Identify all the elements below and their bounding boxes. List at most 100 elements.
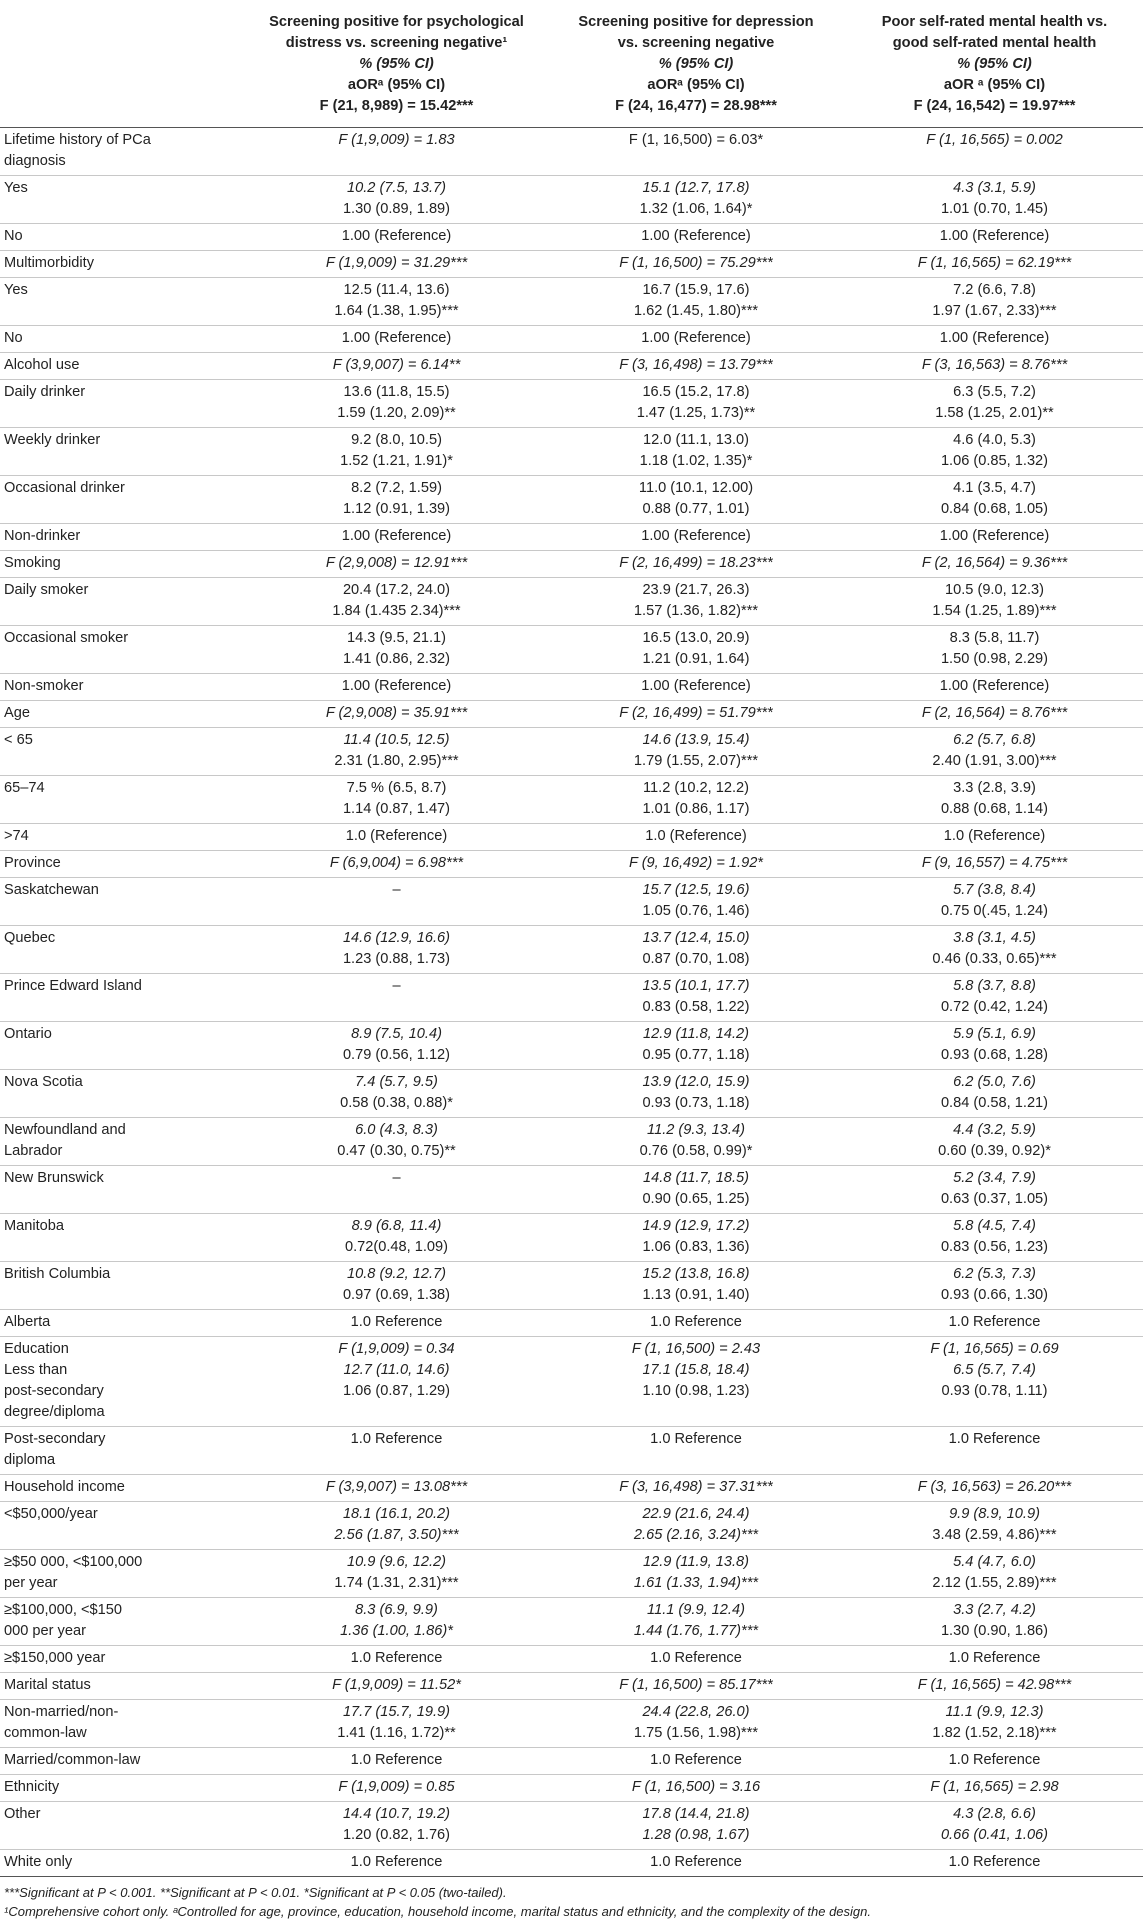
table-cell: 1.0 Reference (846, 1747, 1143, 1775)
table-cell: 16.7 (15.9, 17.6) 1.62 (1.45, 1.80)*** (546, 277, 846, 326)
row-label-line: Weekly drinker (4, 432, 101, 448)
table-cell: 14.4 (10.7, 19.2) 1.20 (0.82, 1.76) (247, 1801, 546, 1850)
row-label-line: diagnosis (4, 153, 66, 169)
table-cell: 24.4 (22.8, 26.0) 1.75 (1.56, 1.98)*** (546, 1699, 846, 1748)
table-cell: 11.1 (9.9, 12.4) 1.44 (1.76, 1.77)*** (546, 1597, 846, 1646)
cell-value: 1.06 (0.87, 1.29) (342, 1383, 451, 1399)
cell-value: F (9, 16,557) = 4.75*** (921, 855, 1068, 871)
cell-value: 2.40 (1.91, 3.00)*** (932, 753, 1057, 769)
cell-value: 1.0 Reference (948, 1431, 1041, 1447)
table-cell: F (2, 16,499) = 51.79*** (546, 700, 846, 728)
table-cell: 10.8 (9.2, 12.7) 0.97 (0.69, 1.38) (247, 1261, 546, 1310)
table-row: Alberta 1.0 Reference 1.0 Reference 1.0 Ref… (0, 1309, 1143, 1337)
row-label-line: Manitoba (4, 1218, 65, 1234)
results-table: Screening positive for psychological dis… (0, 12, 1143, 1877)
cell-value: 2.65 (2.16, 3.24)*** (633, 1527, 759, 1543)
cell-value: 5.4 (4.7, 6.0) (953, 1554, 1036, 1570)
cell-value: 6.3 (5.5, 7.2) (953, 384, 1036, 400)
table-cell: 5.4 (4.7, 6.0) 2.12 (1.55, 2.89)*** (846, 1549, 1143, 1598)
cell-value: 13.7 (12.4, 15.0) (642, 930, 750, 946)
cell-value: 16.7 (15.9, 17.6) (642, 282, 750, 298)
table-cell: F (1, 16,500) = 6.03* (546, 127, 846, 176)
table-row: Age F (2,9,008) = 35.91*** F (2, 16,499) =… (0, 700, 1143, 728)
table-cell: 1.0 (Reference) (546, 823, 846, 851)
cell-value: 1.0 Reference (350, 1854, 443, 1870)
cell-value: 1.28 (0.98, 1.67) (642, 1827, 750, 1843)
table-cell: 1.00 (Reference) (546, 673, 846, 701)
cell-value: 11.1 (9.9, 12.3) (945, 1704, 1044, 1720)
cell-value: 1.00 (Reference) (641, 528, 751, 544)
cell-value: 1.00 (Reference) (341, 228, 452, 244)
cell-value: F (1,9,009) = 31.29*** (325, 255, 468, 271)
cell-value: 0.84 (0.68, 1.05) (940, 501, 1049, 517)
cell-value: F (1,9,009) = 0.85 (338, 1779, 455, 1795)
table-cell: 8.3 (6.9, 9.9) 1.36 (1.00, 1.86)* (247, 1597, 546, 1646)
cell-value: 6.0 (4.3, 8.3) (355, 1122, 438, 1138)
cell-value: F (2,9,008) = 35.91*** (325, 705, 468, 721)
cell-value: 1.0 Reference (650, 1752, 742, 1768)
cell-value: 1.41 (1.16, 1.72)** (337, 1725, 456, 1741)
table-cell: 1.0 Reference (546, 1645, 846, 1673)
table-cell: 16.5 (15.2, 17.8) 1.47 (1.25, 1.73)** (546, 379, 846, 428)
row-label: Yes (0, 277, 247, 326)
table-cell: 1.0 Reference (846, 1426, 1143, 1475)
table-cell: 1.00 (Reference) (846, 523, 1143, 551)
cell-value: 10.5 (9.0, 12.3) (945, 582, 1044, 598)
table-cell: 6.0 (4.3, 8.3) 0.47 (0.30, 0.75)** (247, 1117, 546, 1166)
table-cell: 4.3 (2.8, 6.6) 0.66 (0.41, 1.06) (846, 1801, 1143, 1850)
row-label: Daily drinker (0, 379, 247, 428)
row-label: Lifetime history of PCa diagnosis (0, 127, 247, 176)
cell-value: 7.2 (6.6, 7.8) (953, 282, 1036, 298)
cell-value: F (3,9,007) = 13.08*** (325, 1479, 468, 1495)
table-row: Daily drinker 13.6 (11.8, 15.5) 1.59 (1.20… (0, 379, 1143, 428)
cell-value: 1.57 (1.36, 1.82)*** (633, 603, 759, 619)
row-label: Smoking (0, 550, 247, 578)
table-cell: F (1,9,009) = 11.52* (247, 1672, 546, 1700)
row-label-line: Occasional drinker (4, 480, 125, 496)
row-label: Nova Scotia (0, 1069, 247, 1118)
cell-value: 1.0 Reference (650, 1854, 742, 1870)
table-cell: 5.8 (4.5, 7.4) 0.83 (0.56, 1.23) (846, 1213, 1143, 1262)
cell-value: 1.0 Reference (350, 1752, 443, 1768)
row-label-line: ≥$150,000 year (4, 1650, 106, 1666)
cell-value: 1.0 Reference (350, 1314, 443, 1330)
cell-value: 1.54 (1.25, 1.89)*** (932, 603, 1057, 619)
row-label: Marital status (0, 1672, 247, 1700)
cell-value: 1.0 (Reference) (345, 828, 448, 844)
table-cell: 1.00 (Reference) (247, 523, 546, 551)
cell-value: 1.52 (1.21, 1.91)* (340, 453, 453, 469)
table-cell: 14.6 (12.9, 16.6) 1.23 (0.88, 1.73) (247, 925, 546, 974)
table-cell: F (2, 16,564) = 9.36*** (846, 550, 1143, 578)
table-row: Manitoba 8.9 (6.8, 11.4) 0.72(0.48, 1.09) 1… (0, 1213, 1143, 1262)
row-label-line: Lifetime history of PCa (4, 132, 151, 148)
cell-value: 0.72(0.48, 1.09) (344, 1239, 449, 1255)
cell-value: 1.00 (Reference) (641, 228, 751, 244)
row-label-line: post-secondary (4, 1383, 104, 1399)
header-line: aORᵃ (95% CI) (347, 77, 446, 93)
cell-value: 1.74 (1.31, 2.31)*** (334, 1575, 459, 1591)
row-label: ≥$150,000 year (0, 1645, 247, 1673)
cell-value: 2.56 (1.87, 3.50)*** (334, 1527, 459, 1543)
header-depression: Screening positive for depression vs. sc… (546, 12, 846, 128)
row-label: No (0, 223, 247, 251)
table-cell: 1.0 Reference (846, 1849, 1143, 1877)
cell-value: – (392, 882, 401, 898)
table-row: ≥$50 000, <$100,000 per year 10.9 (9.6, 12… (0, 1549, 1143, 1598)
table-cell: 1.00 (Reference) (546, 523, 846, 551)
cell-value: 1.06 (0.85, 1.32) (940, 453, 1049, 469)
row-label-line: Yes (4, 282, 28, 298)
row-label: Ethnicity (0, 1774, 247, 1802)
row-label: Multimorbidity (0, 250, 247, 278)
row-label: Other (0, 1801, 247, 1850)
cell-value: 1.0 Reference (650, 1431, 742, 1447)
table-cell: 15.1 (12.7, 17.8) 1.32 (1.06, 1.64)* (546, 175, 846, 224)
table-row: Province F (6,9,004) = 6.98*** F (9, 16,49… (0, 850, 1143, 878)
table-cell: 1.0 Reference (846, 1645, 1143, 1673)
cell-value: 1.30 (0.89, 1.89) (342, 201, 451, 217)
row-label: Occasional drinker (0, 475, 247, 524)
table-row: No 1.00 (Reference) 1.00 (Reference) 1.00 (… (0, 325, 1143, 353)
table-cell: 9.9 (8.9, 10.9) 3.48 (2.59, 4.86)*** (846, 1501, 1143, 1550)
table-cell: 1.00 (Reference) (846, 223, 1143, 251)
row-label: Saskatchewan (0, 877, 247, 926)
header-line: Screening positive for depression (578, 14, 814, 30)
